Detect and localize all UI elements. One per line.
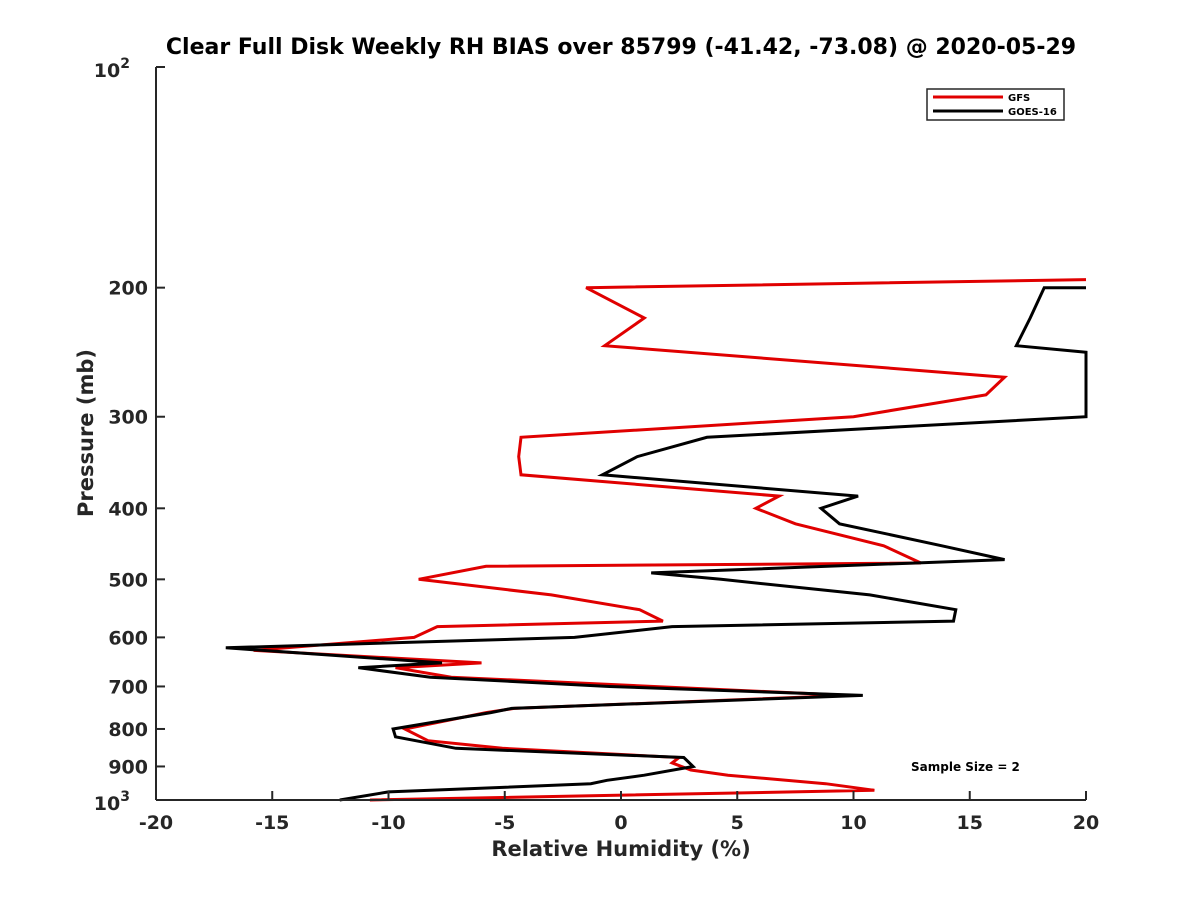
chart-title: Clear Full Disk Weekly RH BIAS over 8579… [166, 35, 1076, 60]
y-tick-label: 600 [108, 627, 148, 649]
legend-label-gfs: GFS [1008, 93, 1030, 104]
y-tick-label: 500 [108, 569, 148, 591]
y-tick-label: 700 [108, 676, 148, 698]
y-axis-title: Pressure (mb) [74, 349, 98, 517]
y-tick-label-top: 102 [94, 56, 130, 82]
x-tick-label: 10 [840, 812, 866, 834]
x-tick-label: 0 [614, 812, 627, 834]
x-tick-label: 20 [1073, 812, 1099, 834]
x-tick-label: 15 [957, 812, 983, 834]
x-tick-label: -10 [371, 812, 405, 834]
x-ticks: -20 -15 -10 -5 0 5 10 15 20 [139, 791, 1099, 834]
y-tick-label: 300 [108, 407, 148, 429]
y-ticks: 102 103 200 300 400 500 600 700 800 900 [94, 56, 165, 815]
legend-box [926, 88, 1065, 121]
x-tick-label: -5 [494, 812, 515, 834]
y-tick-label: 900 [108, 756, 148, 778]
x-tick-label: -15 [255, 812, 289, 834]
x-tick-label: -20 [139, 812, 173, 834]
x-tick-label: 5 [731, 812, 744, 834]
y-tick-label: 200 [108, 278, 148, 300]
series-line-goes16 [225, 286, 1088, 802]
legend: GFS GOES-16 [926, 88, 1065, 121]
y-tick-label-bottom: 103 [94, 789, 130, 815]
y-tick-label: 800 [108, 719, 148, 741]
legend-label-goes16: GOES-16 [1008, 107, 1057, 118]
series-layer [225, 278, 1088, 802]
sample-size-annotation: Sample Size = 2 [911, 760, 1020, 774]
y-tick-label: 400 [108, 498, 148, 520]
x-axis-title: Relative Humidity (%) [491, 837, 750, 861]
